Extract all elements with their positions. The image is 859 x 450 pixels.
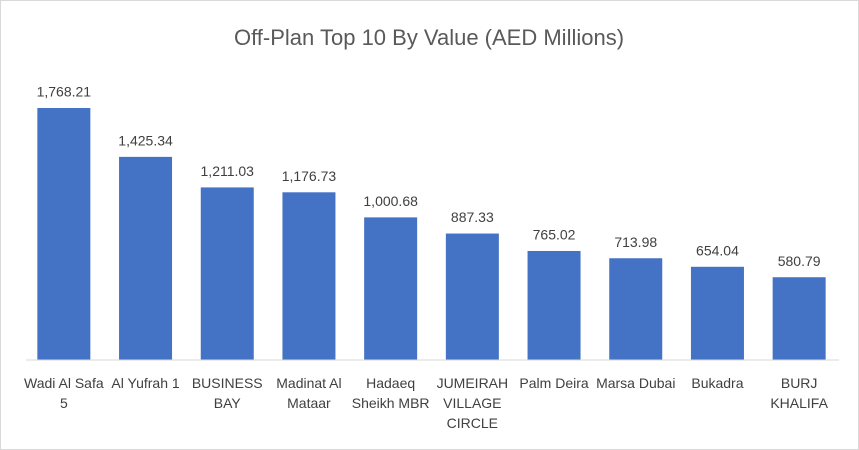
x-tick-label: Hadaeq Sheikh MBR — [351, 375, 430, 411]
value-label: 765.02 — [533, 227, 576, 243]
bar — [445, 233, 499, 360]
x-tick-label: Madinat Al Mataar — [276, 375, 342, 411]
x-tick-label: Marsa Dubai — [596, 375, 676, 391]
bar — [200, 187, 254, 360]
value-label: 1,000.68 — [363, 193, 418, 209]
value-label: 713.98 — [614, 234, 657, 250]
bar — [690, 266, 744, 360]
x-tick-label: JUMEIRAH VILLAGE CIRCLE — [436, 375, 509, 431]
x-tick-label: BURJ KHALIFA — [770, 375, 828, 411]
value-label: 1,176.73 — [282, 168, 337, 184]
value-label: 1,211.03 — [201, 163, 255, 179]
bar — [609, 258, 663, 360]
x-tick-label: BUSINESS BAY — [191, 375, 263, 411]
value-label: 654.04 — [696, 242, 739, 258]
x-tick-label: Palm Deira — [519, 375, 589, 391]
x-tick-label: Bukadra — [691, 375, 744, 391]
bar — [364, 217, 418, 360]
bar — [527, 250, 581, 360]
x-tick-label: Wadi Al Safa 5 — [24, 375, 104, 411]
bar — [37, 108, 91, 360]
bar — [772, 277, 826, 360]
bar — [119, 156, 173, 360]
x-tick-label: Al Yufrah 1 — [111, 375, 180, 391]
value-label: 1,425.34 — [118, 133, 173, 149]
value-label: 580.79 — [778, 253, 821, 269]
value-label: 887.33 — [451, 209, 494, 225]
chart-title: Off-Plan Top 10 By Value (AED Millions) — [234, 25, 624, 50]
bar — [282, 192, 336, 360]
value-label: 1,768.21 — [37, 84, 92, 100]
